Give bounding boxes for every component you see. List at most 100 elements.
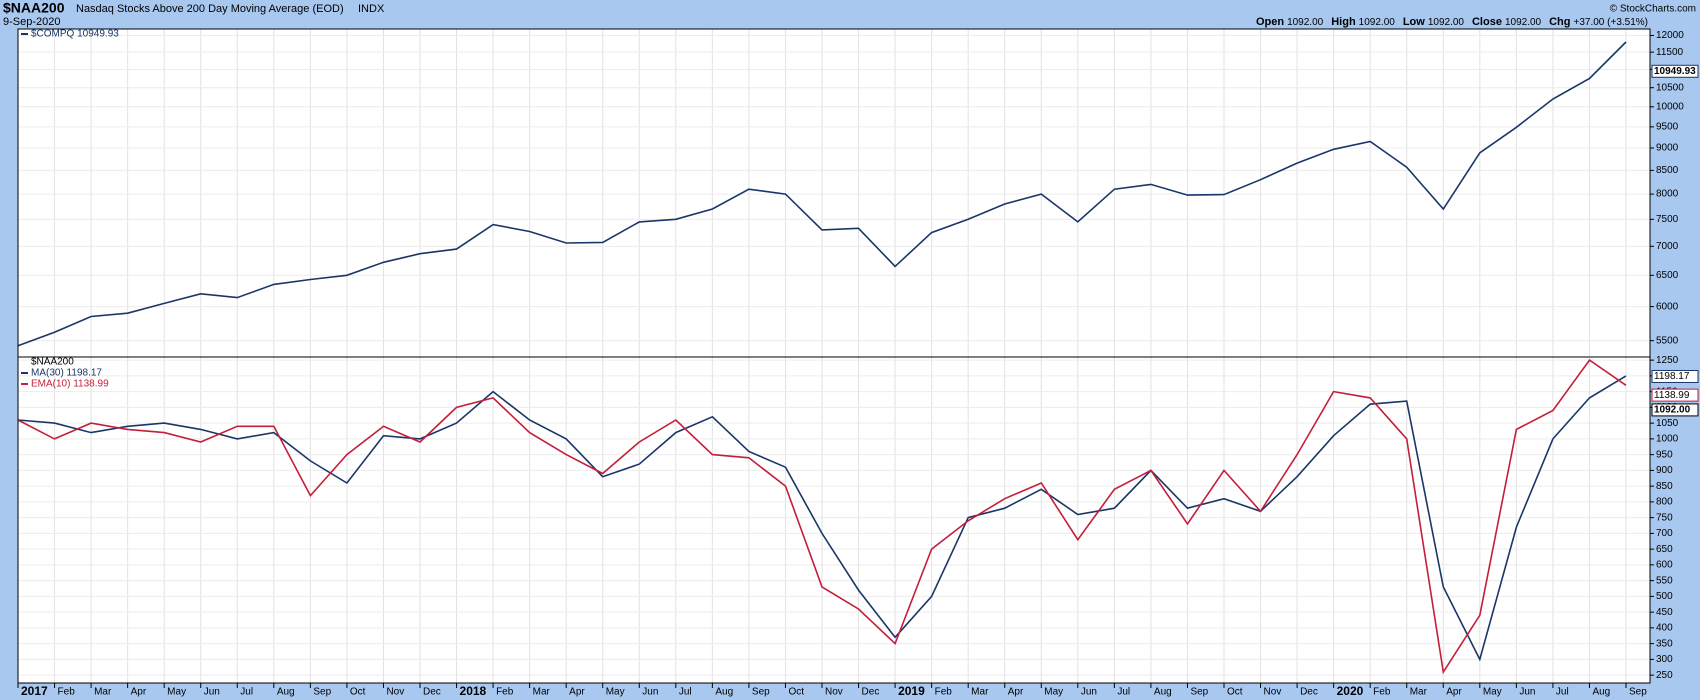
x-tick-label: Nov xyxy=(825,687,843,698)
y-tick-label: 1050 xyxy=(1656,418,1679,429)
y-tick-label: 350 xyxy=(1656,638,1673,649)
x-tick-label: Jun xyxy=(1081,687,1097,698)
x-tick-label: Oct xyxy=(788,687,804,698)
x-tick-label: Dec xyxy=(423,687,441,698)
y-tick-label: 1000 xyxy=(1656,434,1679,445)
y-tick-label: 10500 xyxy=(1656,82,1684,93)
y-tick-label: 8500 xyxy=(1656,165,1679,176)
y-tick-label: 650 xyxy=(1656,544,1673,555)
x-tick-label: Nov xyxy=(1264,687,1282,698)
y-tick-label: 850 xyxy=(1656,481,1673,492)
y-tick-label: 400 xyxy=(1656,623,1673,634)
x-tick-label: Aug xyxy=(715,687,733,698)
x-tick-label: Sep xyxy=(313,687,331,698)
x-tick-label: Jun xyxy=(204,687,220,698)
x-tick-label: Feb xyxy=(58,687,76,698)
x-tick-label: Feb xyxy=(496,687,514,698)
legend-label: EMA(10) 1138.99 xyxy=(31,379,109,390)
x-tick-label: 2017 xyxy=(21,684,48,698)
panel-title: $NAA200 xyxy=(31,357,74,368)
x-tick-label: Jul xyxy=(1556,687,1569,698)
x-tick-label: Dec xyxy=(862,687,880,698)
x-tick-label: May xyxy=(167,687,186,698)
x-tick-label: Sep xyxy=(1190,687,1208,698)
x-tick-label: Feb xyxy=(935,687,953,698)
y-tick-label: 550 xyxy=(1656,575,1673,586)
x-tick-label: Jul xyxy=(240,687,253,698)
x-tick-label: May xyxy=(1044,687,1063,698)
x-tick-label: Oct xyxy=(350,687,366,698)
quote-label: Chg xyxy=(1549,16,1570,28)
y-tick-label: 12000 xyxy=(1656,30,1684,41)
y-tick-label: 800 xyxy=(1656,497,1673,508)
y-tick-label: 500 xyxy=(1656,591,1673,602)
legend-label: $COMPQ 10949.93 xyxy=(31,29,119,40)
last-value-box xyxy=(1651,403,1699,417)
x-tick-label: May xyxy=(1483,687,1502,698)
last-value-label: 1092.00 xyxy=(1654,405,1691,416)
y-tick-label: 9500 xyxy=(1656,121,1679,132)
y-tick-label: 6500 xyxy=(1656,270,1679,281)
x-tick-label: Jul xyxy=(1117,687,1130,698)
legend-label: MA(30) 1198.17 xyxy=(31,368,102,379)
plot-area xyxy=(18,29,1650,357)
y-tick-label: 7000 xyxy=(1656,241,1679,252)
last-value-label: 1138.99 xyxy=(1654,390,1690,401)
x-tick-label: Feb xyxy=(1373,687,1391,698)
description: Nasdaq Stocks Above 200 Day Moving Avera… xyxy=(76,3,344,15)
x-tick-label: Aug xyxy=(1154,687,1172,698)
panel-border xyxy=(17,356,1651,684)
quote-label: Close xyxy=(1472,16,1502,28)
x-tick-label: Oct xyxy=(1227,687,1243,698)
y-tick-label: 11500 xyxy=(1656,47,1684,58)
plot-area xyxy=(18,357,1650,683)
x-tick-label: Mar xyxy=(1410,687,1428,698)
y-tick-label: 1250 xyxy=(1656,355,1679,366)
last-value-label: 1198.17 xyxy=(1654,371,1690,382)
x-tick-label: Apr xyxy=(131,687,147,698)
quote-label: Open xyxy=(1256,16,1284,28)
x-tick-label: Apr xyxy=(569,687,585,698)
x-tick-label: May xyxy=(606,687,625,698)
x-tick-label: Apr xyxy=(1446,687,1462,698)
x-tick-label: 2018 xyxy=(460,684,487,698)
x-tick-label: Sep xyxy=(752,687,770,698)
quote-value: 1092.00 xyxy=(1428,17,1465,28)
y-tick-label: 6000 xyxy=(1656,301,1679,312)
y-tick-label: 600 xyxy=(1656,560,1673,571)
x-tick-label: Jun xyxy=(1519,687,1535,698)
x-tick-label: Aug xyxy=(1592,687,1610,698)
quote-label: Low xyxy=(1403,16,1425,28)
x-tick-label: Dec xyxy=(1300,687,1318,698)
series-line xyxy=(17,375,1627,662)
x-tick-label: Jul xyxy=(679,687,692,698)
y-tick-label: 950 xyxy=(1656,449,1673,460)
quote-value: 1092.00 xyxy=(1359,17,1396,28)
y-tick-label: 750 xyxy=(1656,512,1673,523)
last-value-box xyxy=(1651,369,1699,383)
x-tick-label: Mar xyxy=(533,687,551,698)
quote-value: +37.00 (+3.51%) xyxy=(1574,17,1649,28)
quote-value: 1092.00 xyxy=(1505,17,1542,28)
y-tick-label: 9000 xyxy=(1656,143,1679,154)
y-tick-label: 300 xyxy=(1656,654,1673,665)
x-tick-label: Mar xyxy=(94,687,112,698)
date: 9-Sep-2020 xyxy=(3,16,61,28)
exchange: INDX xyxy=(358,3,385,15)
symbol: $NAA200 xyxy=(3,0,65,16)
quote-label: High xyxy=(1331,16,1356,28)
x-tick-label: 2019 xyxy=(898,684,925,698)
x-tick-label: Apr xyxy=(1008,687,1024,698)
y-tick-label: 700 xyxy=(1656,528,1673,539)
last-value-box xyxy=(1651,64,1699,78)
x-tick-label: Sep xyxy=(1629,687,1647,698)
x-tick-label: 2020 xyxy=(1337,684,1364,698)
x-tick-label: Jun xyxy=(642,687,658,698)
series-line xyxy=(17,41,1627,347)
y-tick-label: 5500 xyxy=(1656,335,1679,346)
last-value-label: 10949.93 xyxy=(1654,66,1696,77)
y-tick-label: 8000 xyxy=(1656,189,1679,200)
x-tick-label: Mar xyxy=(971,687,989,698)
